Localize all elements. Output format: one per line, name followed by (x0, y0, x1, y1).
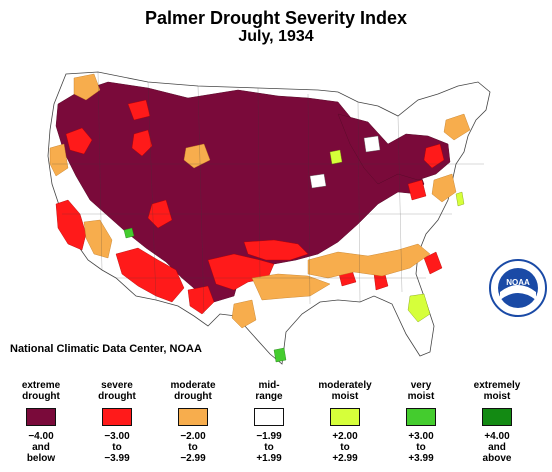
legend-swatch (26, 408, 56, 426)
legend-label: mid- range (255, 380, 283, 402)
moderately-moist-delmarva (455, 191, 465, 207)
very-moist-south-texas (273, 347, 287, 363)
mid-range-iowa (309, 173, 327, 189)
legend-label: severe drought (98, 380, 136, 402)
noaa-logo: NOAA (489, 259, 547, 317)
legend-item: extremely moist +4.00 and above (466, 380, 528, 472)
legend-swatch (178, 408, 208, 426)
extreme-drought-great-lakes (337, 113, 451, 185)
severe-drought-oklahoma (243, 239, 309, 261)
legend-label: extremely moist (473, 380, 521, 402)
severe-drought-arizona (115, 247, 185, 303)
moderate-drought-west-texas (231, 299, 257, 329)
severe-drought-ohio (407, 179, 427, 201)
legend-range: −3.00 to −3.99 (104, 431, 130, 464)
severe-drought-montana (127, 99, 151, 121)
legend-swatch (102, 408, 132, 426)
severe-drought-new-mexico-south (187, 285, 215, 315)
moderate-drought-california (83, 219, 113, 259)
noaa-logo-text: NOAA (506, 278, 530, 287)
legend-swatch (330, 408, 360, 426)
legend-range: +4.00 and above (482, 431, 512, 464)
moderate-drought-mid-atlantic (431, 173, 457, 203)
us-drought-map (47, 71, 491, 365)
map-subtitle: July, 1934 (238, 28, 314, 45)
legend-item: moderately moist +2.00 to +2.99 (314, 380, 376, 472)
legend-item: mid- range −1.99 to +1.99 (238, 380, 300, 472)
moderate-drought-gulf (251, 273, 331, 301)
legend-range: +2.00 to +2.99 (332, 431, 358, 464)
legend-item: very moist +3.00 to +3.99 (390, 380, 452, 472)
legend-label: moderate drought (170, 380, 216, 402)
very-moist-nevada (123, 227, 135, 239)
legend-range: −2.00 to −2.99 (180, 431, 206, 464)
legend-range: +3.00 to +3.99 (408, 431, 434, 464)
legend: extreme drought −4.00 and below severe dro… (0, 380, 552, 472)
data-source: National Climatic Data Center, NOAA (10, 343, 202, 355)
severe-drought-california (55, 199, 87, 251)
moderately-moist-great-lakes (329, 149, 343, 165)
moderate-drought-new-england (443, 113, 471, 141)
legend-range: −1.99 to +1.99 (256, 431, 282, 464)
legend-label: extreme drought (21, 380, 61, 402)
severe-drought-carolinas (423, 251, 443, 275)
legend-item: severe drought −3.00 to −3.99 (86, 380, 148, 472)
state-boundaries (52, 71, 484, 315)
moderate-drought-southeast (307, 243, 431, 279)
severe-drought-oregon (65, 127, 93, 155)
legend-label: moderately moist (318, 380, 372, 402)
map-title: Palmer Drought Severity Index (144, 8, 408, 28)
legend-swatch (406, 408, 436, 426)
moderate-drought-oregon (49, 143, 69, 177)
legend-swatch (482, 408, 512, 426)
moderate-drought-pacific-nw (73, 73, 101, 101)
moderately-moist-florida (407, 293, 431, 323)
severe-drought-idaho (131, 129, 153, 157)
legend-label: very moist (407, 380, 435, 402)
mid-range-great-lakes (363, 135, 381, 153)
legend-item: extreme drought −4.00 and below (10, 380, 72, 472)
legend-range: −4.00 and below (26, 431, 56, 464)
legend-swatch (254, 408, 284, 426)
legend-item: moderate drought −2.00 to −2.99 (162, 380, 224, 472)
